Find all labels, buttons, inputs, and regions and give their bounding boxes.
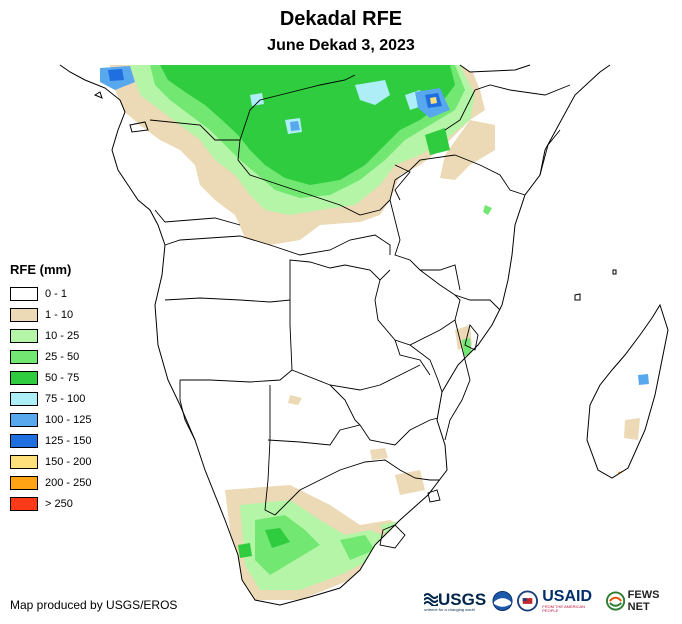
fews-net-globe-icon: [605, 591, 625, 611]
legend-swatch: [10, 433, 38, 448]
usgs-logo: USGS science for a changing world: [424, 591, 486, 612]
legend-swatch: [10, 370, 38, 385]
legend-label: > 250: [45, 497, 73, 510]
legend-swatch: [10, 454, 38, 469]
usaid-logo: USAID FROM THE AMERICAN PEOPLE: [542, 589, 599, 613]
noaa-logo-icon: [492, 590, 513, 612]
legend-item: 125 - 150: [10, 430, 91, 451]
coastlines: [59, 64, 669, 606]
country-borders: [149, 74, 571, 549]
legend-item: 200 - 250: [10, 472, 91, 493]
usgs-wordmark: USGS: [438, 589, 487, 609]
legend-label: 25 - 50: [45, 350, 80, 363]
legend-item: 100 - 125: [10, 409, 91, 430]
legend-label: 100 - 125: [45, 413, 92, 426]
legend-label: 200 - 250: [45, 476, 92, 489]
legend-item: 1 - 10: [10, 304, 91, 325]
usgs-wave-icon: [424, 593, 438, 606]
map-title: Dekadal RFE: [279, 8, 403, 30]
legend-label: 0 - 1: [45, 287, 68, 300]
legend-label: 1 - 10: [45, 308, 74, 321]
rfe-class-150-200: [430, 97, 437, 104]
legend-swatch: [10, 286, 38, 301]
legend-item: > 250: [10, 493, 91, 514]
usda-seal-icon: [517, 590, 539, 612]
map-subtitle: June Dekad 3, 2023: [267, 37, 415, 54]
legend-item: 10 - 25: [10, 325, 91, 346]
usgs-tagline: science for a changing world: [424, 606, 475, 612]
legend-label: 125 - 150: [45, 434, 92, 447]
legend-title: RFE (mm): [10, 262, 72, 277]
madagascar: [587, 305, 668, 478]
legend: RFE (mm) 0 - 1 1 - 10 10 - 25 25 - 50 50…: [10, 262, 91, 514]
legend-swatch: [10, 412, 38, 427]
legend-swatch: [10, 496, 38, 511]
legend-label: 75 - 100: [45, 392, 86, 405]
legend-swatch: [10, 307, 38, 322]
legend-swatch: [10, 349, 38, 364]
legend-label: 10 - 25: [45, 329, 80, 342]
legend-item: 75 - 100: [10, 388, 91, 409]
legend-swatch: [10, 391, 38, 406]
africa-landmass: [60, 65, 610, 605]
legend-swatch: [10, 475, 38, 490]
legend-item: 0 - 1: [10, 283, 91, 304]
legend-swatch: [10, 328, 38, 343]
agency-logos: USGS science for a changing world USAID …: [424, 586, 682, 616]
legend-items: 0 - 1 1 - 10 10 - 25 25 - 50 50 - 75 75 …: [10, 283, 91, 514]
legend-item: 50 - 75: [10, 367, 91, 388]
legend-item: 150 - 200: [10, 451, 91, 472]
legend-label: 150 - 200: [45, 455, 92, 468]
legend-item: 25 - 50: [10, 346, 91, 367]
usaid-wordmark: USAID: [542, 588, 593, 605]
legend-label: 50 - 75: [45, 371, 80, 384]
usaid-tagline: FROM THE AMERICAN PEOPLE: [542, 604, 586, 613]
fews-net-wordmark: FEWS NET: [627, 589, 660, 613]
map-credit: Map produced by USGS/EROS: [10, 598, 178, 612]
